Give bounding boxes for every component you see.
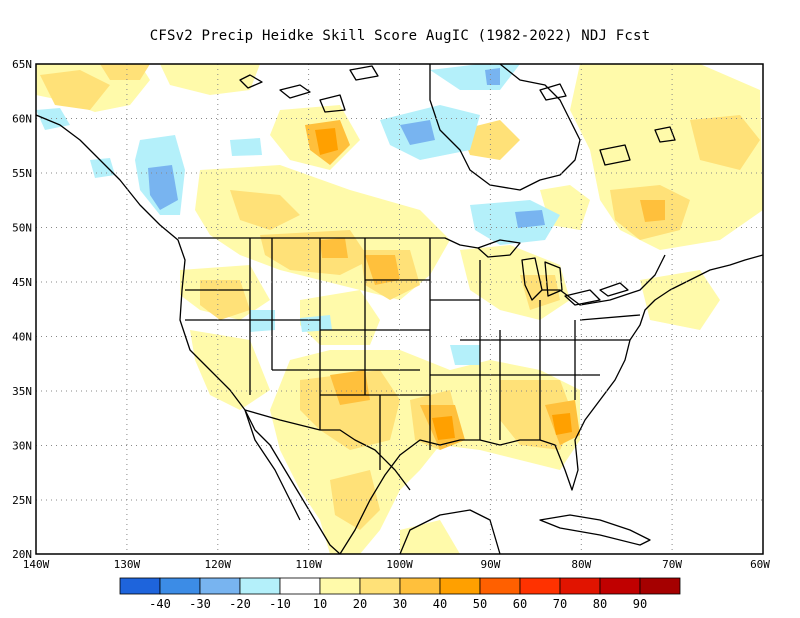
colorbar-swatch [239,577,281,595]
colorbar-label: 80 [593,597,607,611]
colorbar-label: -30 [189,597,211,611]
colorbar-label: 50 [473,597,487,611]
lon-label: 110W [295,558,322,571]
lon-label: 90W [480,558,500,571]
graticule [36,64,763,554]
lon-label: 140W [23,558,50,571]
colorbar-label: 60 [513,597,527,611]
colorbar-labels: -40 -30 -20 -10 10 20 30 40 50 60 70 80 90 [149,597,647,611]
colorbar-label: 10 [313,597,327,611]
colorbar-label: -40 [149,597,171,611]
lat-label: 40N [12,331,32,344]
colorbar [119,577,681,595]
colorbar-swatch [439,577,481,595]
colorbar-label: 90 [633,597,647,611]
lon-label: 70W [662,558,682,571]
colorbar-swatch [639,577,681,595]
colorbar-swatch [519,577,561,595]
colorbar-label: -10 [269,597,291,611]
lat-label: 30N [12,440,32,453]
longitude-labels: 140W 130W 120W 110W 100W 90W 80W 70W 60W [23,558,771,571]
lon-label: 60W [750,558,770,571]
boundary-lines [36,64,763,554]
colorbar-label: 40 [433,597,447,611]
colorbar-label: 70 [553,597,567,611]
map-title: CFSv2 Precip Heidke Skill Score AugIC (1… [149,28,651,44]
lat-label: 45N [12,276,32,289]
colorbar-label: -20 [229,597,251,611]
lat-label: 25N [12,494,32,507]
lat-label: 55N [12,167,32,180]
lat-label: 35N [12,385,32,398]
colorbar-swatch [599,577,641,595]
lat-label: 20N [12,548,32,561]
lon-label: 80W [571,558,591,571]
lon-label: 100W [386,558,413,571]
colorbar-swatch [479,577,521,595]
colorbar-swatch [199,577,241,595]
map-frame [35,63,764,555]
colorbar-swatch [559,577,601,595]
lon-label: 120W [205,558,232,571]
colorbar-swatch [119,577,161,595]
colorbar-swatch [319,577,361,595]
lat-label: 65N [12,58,32,71]
colorbar-swatch [159,577,201,595]
colorbar-label: 20 [353,597,367,611]
colorbar-swatch [359,577,401,595]
colorbar-swatch [279,577,321,595]
lat-label: 60N [12,113,32,126]
colorbar-label: 30 [393,597,407,611]
latitude-labels: 65N 60N 55N 50N 45N 40N 35N 30N 25N 20N [12,58,32,561]
lat-label: 50N [12,222,32,235]
colorbar-swatch [399,577,441,595]
lon-label: 130W [114,558,141,571]
